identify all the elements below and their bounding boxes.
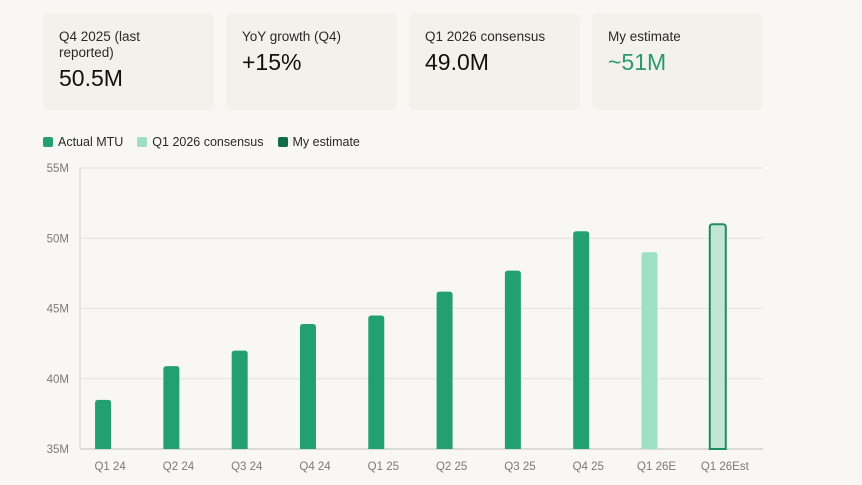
legend-item-actual: Actual MTU <box>43 135 123 149</box>
x-tick-label: Q4 24 <box>299 461 331 473</box>
card-value: +15% <box>242 49 302 75</box>
x-tick-label: Q3 24 <box>231 461 263 473</box>
x-tick-label: Q1 26Est <box>701 461 750 473</box>
y-tick-label: 35M <box>47 444 69 456</box>
bar <box>299 323 316 449</box>
y-tick-label: 45M <box>47 304 69 316</box>
card-value: 49.0M <box>425 49 489 75</box>
bar <box>436 291 453 449</box>
card-my-estimate: My estimate ~51M <box>592 13 763 110</box>
bar <box>163 366 180 449</box>
card-label: Q4 2025 (last reported) <box>59 29 141 60</box>
legend-item-estimate: My estimate <box>277 135 360 149</box>
legend-swatch-actual <box>43 137 53 147</box>
x-tick-label: Q2 25 <box>436 461 467 473</box>
chart-legend: Actual MTU Q1 2026 consensus My estimate <box>43 135 374 149</box>
card-label: YoY growth (Q4) <box>242 29 342 44</box>
x-tick-label: Q4 25 <box>573 461 604 473</box>
y-tick-label: 55M <box>47 163 69 175</box>
y-tick-label: 50M <box>47 233 69 245</box>
card-label: Q1 2026 consensus <box>425 29 546 44</box>
card-label: My estimate <box>608 29 681 44</box>
bar <box>504 270 521 449</box>
bar <box>641 252 658 449</box>
legend-label: My estimate <box>292 135 360 149</box>
x-tick-label: Q3 25 <box>504 461 535 473</box>
bar <box>95 399 112 449</box>
card-value: 50.5M <box>59 65 123 91</box>
card-consensus: Q1 2026 consensus 49.0M <box>409 13 580 110</box>
bar <box>573 231 590 449</box>
x-tick-label: Q2 24 <box>163 461 195 473</box>
y-tick-label: 40M <box>47 374 69 386</box>
legend-label: Actual MTU <box>58 135 124 149</box>
bar <box>231 350 248 449</box>
legend-swatch-estimate <box>277 137 288 147</box>
legend-item-consensus: Q1 2026 consensus <box>137 135 264 149</box>
x-tick-label: Q1 25 <box>368 461 399 473</box>
bar <box>368 315 385 449</box>
card-value: ~51M <box>608 49 667 75</box>
bar <box>708 223 727 450</box>
card-last-reported: Q4 2025 (last reported) 50.5M <box>43 13 214 110</box>
x-tick-label: Q1 24 <box>94 461 126 473</box>
legend-swatch-consensus <box>137 137 148 147</box>
x-tick-label: Q1 26E <box>637 461 676 473</box>
legend-label: Q1 2026 consensus <box>152 135 264 149</box>
card-yoy-growth: YoY growth (Q4) +15% <box>226 13 397 110</box>
